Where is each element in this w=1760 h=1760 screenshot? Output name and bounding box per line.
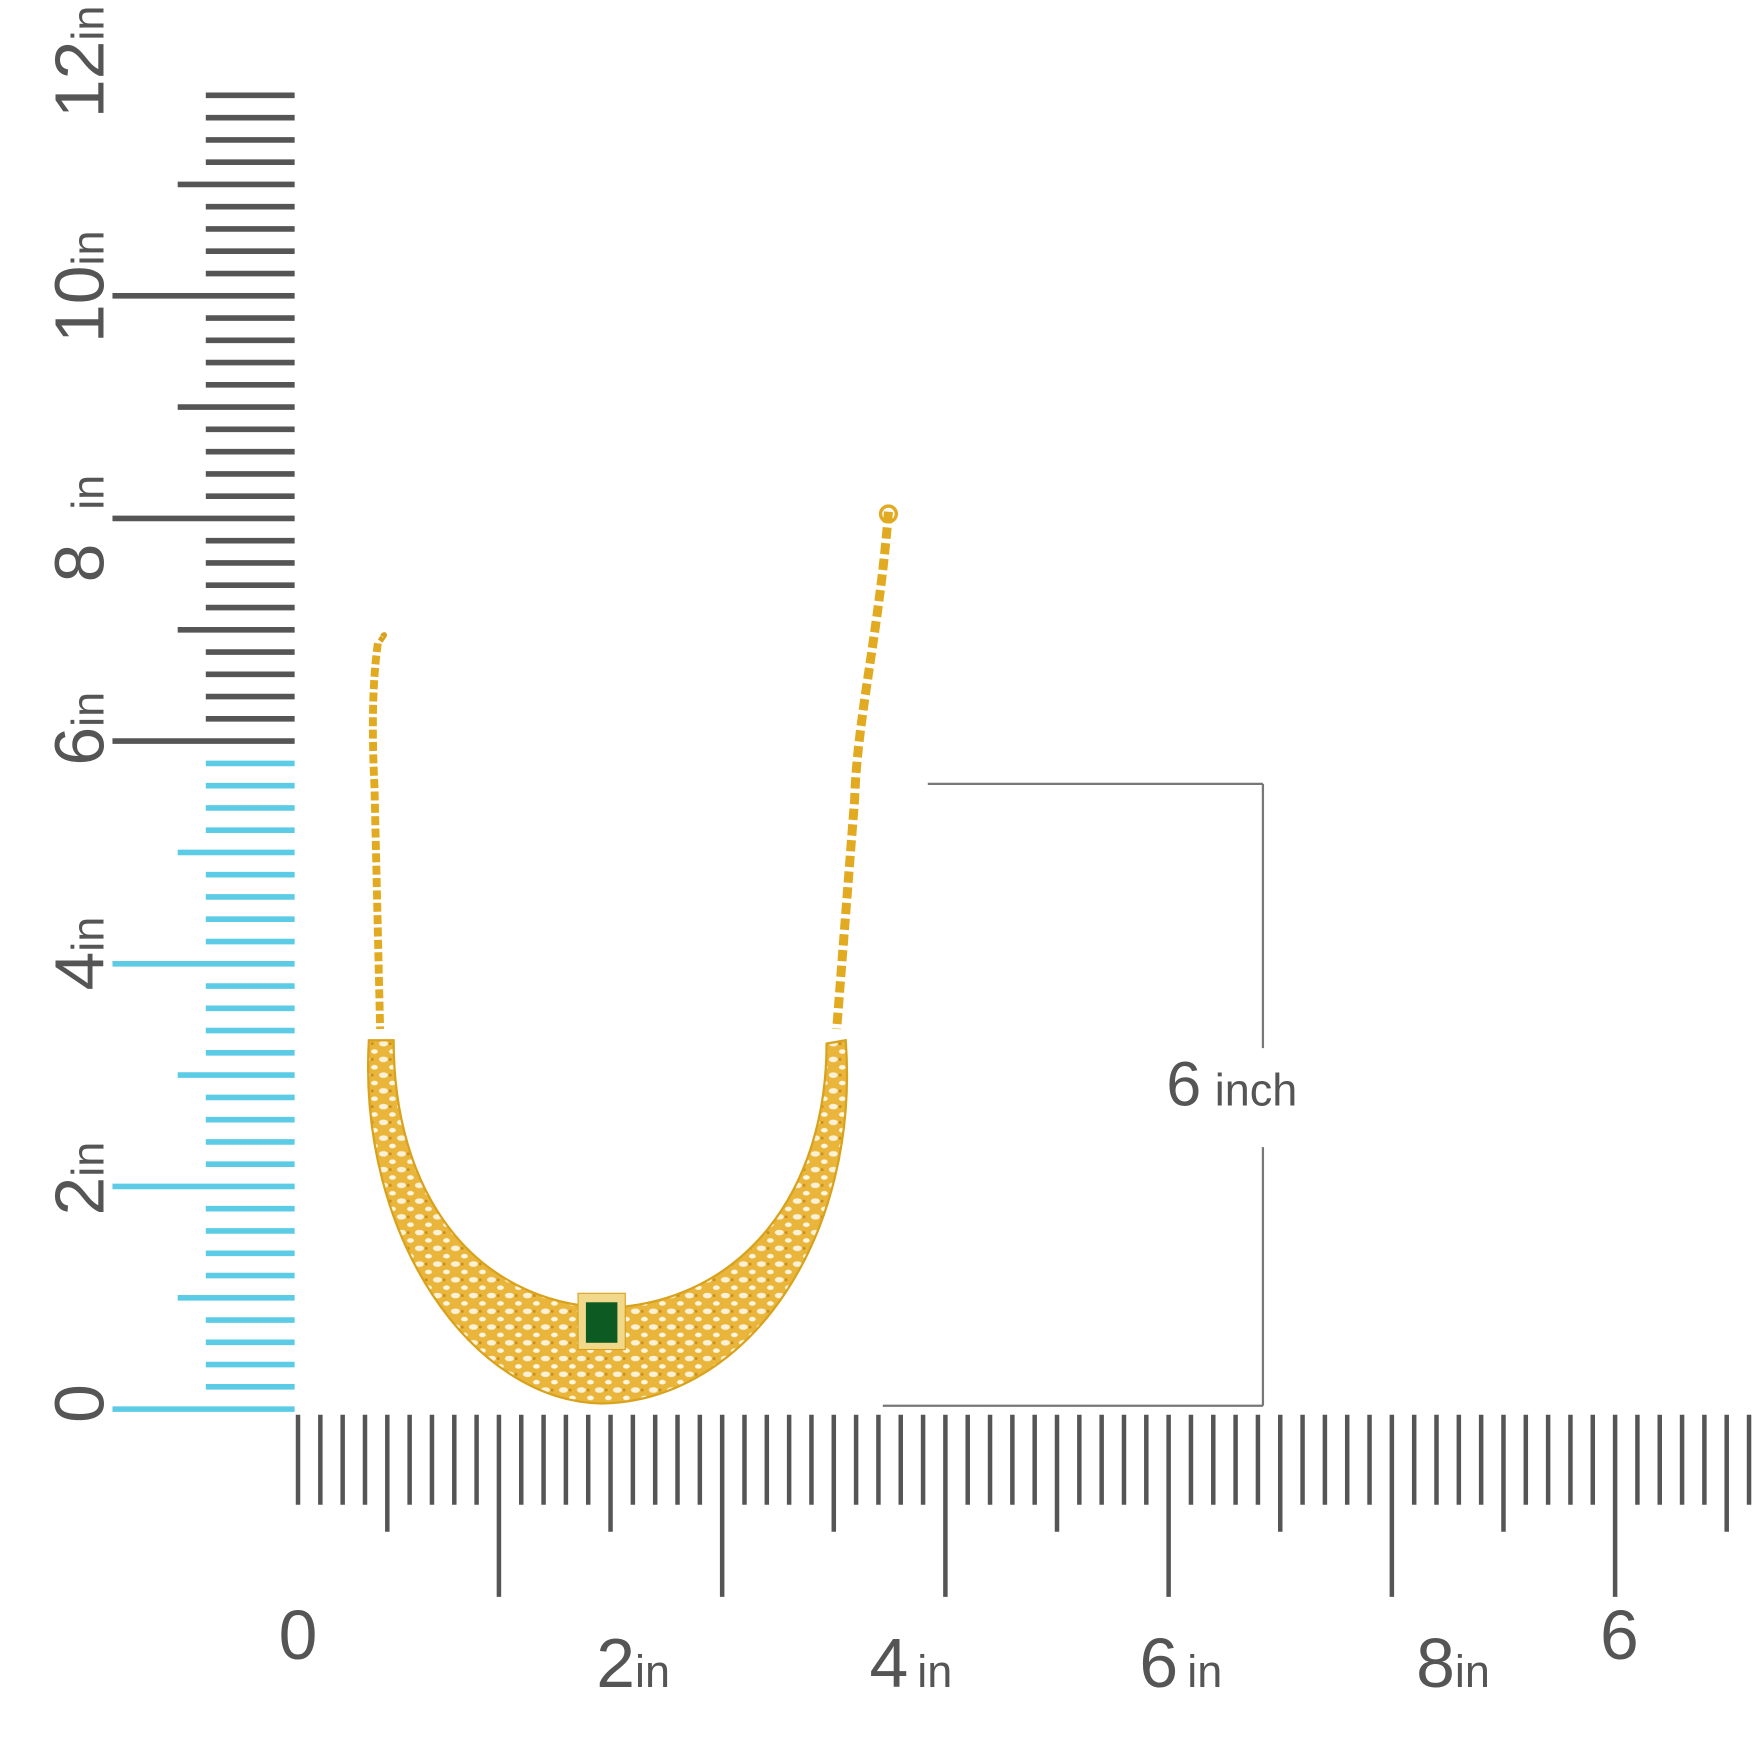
label-number: 4 bbox=[870, 1624, 909, 1702]
h-label: 0 bbox=[279, 1596, 318, 1674]
right-chain bbox=[832, 511, 893, 1030]
h-label: 8in bbox=[1416, 1624, 1490, 1702]
label-unit: in bbox=[62, 475, 113, 510]
h-label: 6 in bbox=[1139, 1624, 1222, 1702]
label-unit: in bbox=[635, 1646, 670, 1697]
label-number: 10 bbox=[40, 265, 118, 343]
v-label: 8 in bbox=[40, 475, 118, 583]
label-number: 6 bbox=[1600, 1596, 1639, 1674]
h-label: 6 bbox=[1600, 1596, 1639, 1674]
label-unit: in bbox=[62, 230, 113, 265]
v-label: 6in bbox=[40, 692, 118, 766]
label-unit: in bbox=[62, 1142, 113, 1177]
v-label: 12in bbox=[40, 6, 118, 119]
necklace bbox=[366, 504, 898, 1405]
label-number: 2 bbox=[596, 1624, 635, 1702]
label-unit: in bbox=[917, 1646, 952, 1697]
ruler-ticks bbox=[112, 92, 1752, 1597]
v-label: 4in bbox=[40, 917, 118, 991]
v-label: 10in bbox=[40, 230, 118, 343]
label-number: 4 bbox=[40, 952, 118, 991]
label-number: 6 bbox=[1139, 1624, 1178, 1702]
v-label: 0 bbox=[40, 1384, 118, 1423]
h-label: 2in bbox=[596, 1624, 670, 1702]
dimension-label: 6 inch bbox=[1166, 1049, 1297, 1119]
label-unit: in bbox=[62, 692, 113, 727]
emerald bbox=[585, 1302, 618, 1343]
label-number: 8 bbox=[1416, 1624, 1455, 1702]
dimension-unit: inch bbox=[1215, 1064, 1298, 1115]
left-chain bbox=[368, 642, 385, 1030]
dimension-number: 6 bbox=[1166, 1049, 1201, 1119]
v-label: 2in bbox=[40, 1142, 118, 1216]
chain-ring bbox=[878, 504, 898, 524]
horizontal-ruler-labels: 0 2in 4 in 6 in 8in 6 bbox=[279, 1596, 1639, 1702]
dimension-guide bbox=[882, 782, 1265, 1407]
label-number: 8 bbox=[40, 544, 118, 583]
hook bbox=[377, 632, 387, 643]
label-number: 0 bbox=[40, 1384, 118, 1423]
h-label: 4 in bbox=[870, 1624, 953, 1702]
label-unit: in bbox=[1455, 1646, 1490, 1697]
pendant-bib bbox=[366, 1038, 848, 1405]
label-number: 0 bbox=[279, 1596, 318, 1674]
label-unit: in bbox=[62, 917, 113, 952]
label-number: 6 bbox=[40, 727, 118, 766]
label-unit: in bbox=[62, 6, 113, 41]
label-number: 12 bbox=[40, 41, 118, 119]
label-unit: in bbox=[1187, 1646, 1222, 1697]
label-number: 2 bbox=[40, 1177, 118, 1216]
